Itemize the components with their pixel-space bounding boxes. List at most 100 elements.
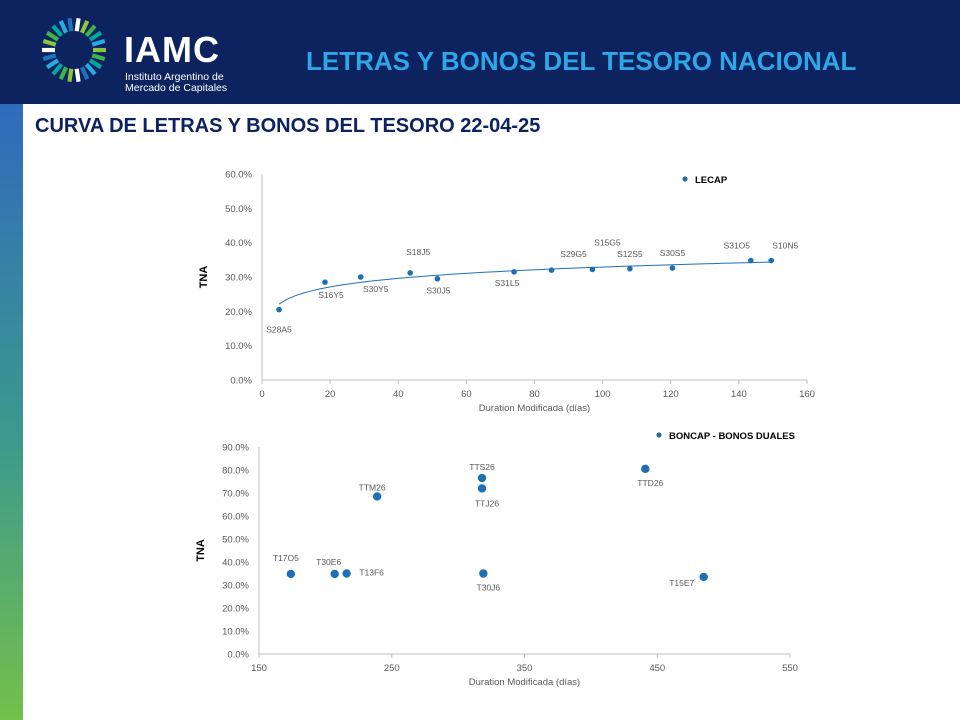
- lecap-chart: 0.0% 10.0% 20.0% 30.0% 40.0% 50.0% 60.0% 0 20 40 6…: [198, 170, 815, 415]
- x-tick-label: 0: [259, 389, 264, 400]
- logo-ray: [58, 66, 69, 80]
- logo-ray: [58, 20, 69, 34]
- y-axis-title: TNA: [198, 266, 210, 289]
- x-tick-label: 350: [517, 663, 533, 674]
- data-point: [434, 275, 441, 282]
- data-point: [669, 265, 676, 271]
- data-point: [641, 464, 650, 474]
- data-label: T30J6: [477, 583, 501, 593]
- x-tick-label: 160: [799, 389, 815, 400]
- x-tick-label: 150: [251, 663, 267, 674]
- data-label: S10N5: [772, 241, 798, 251]
- logo-ray: [91, 53, 106, 62]
- data-label: TTM26: [359, 482, 386, 492]
- logo-ray: [91, 38, 106, 47]
- page-title: CURVA DE LETRAS Y BONOS DEL TESORO 22-04…: [35, 115, 541, 137]
- legend-marker: [682, 176, 688, 182]
- data-point: [276, 306, 282, 313]
- brand-subtitle-line2: Mercado de Capitales: [125, 82, 228, 94]
- logo-ray: [88, 30, 103, 42]
- y-tick-label: 40.0%: [225, 238, 252, 249]
- legend-marker: [656, 432, 662, 438]
- data-point: [627, 265, 633, 272]
- y-tick-label: 70.0%: [222, 489, 249, 500]
- y-axis-title: TNA: [195, 539, 207, 562]
- boncap-chart: 0.0% 10.0% 20.0% 30.0% 40.0% 50.0% 60.0% 70.0% 8…: [195, 431, 798, 688]
- x-tick-label: 100: [595, 389, 611, 400]
- data-point: [511, 269, 517, 275]
- data-label: S18J5: [406, 247, 430, 257]
- data-point: [322, 279, 328, 285]
- data-point: [407, 270, 413, 276]
- y-tick-label: 30.0%: [222, 581, 249, 592]
- data-label: S30J5: [426, 286, 450, 296]
- header-band: [0, 0, 960, 104]
- y-tick-label: 0.0%: [230, 376, 252, 387]
- data-point: [479, 569, 488, 578]
- y-tick-label: 40.0%: [222, 558, 249, 569]
- y-tick-label: 90.0%: [222, 443, 249, 454]
- y-tick-label: 50.0%: [222, 535, 249, 546]
- logo-ray: [51, 62, 64, 76]
- side-gradient-bar: [0, 104, 23, 720]
- logo-ray: [88, 58, 103, 70]
- data-label: T15E7: [669, 578, 694, 588]
- x-tick-label: 140: [731, 389, 747, 400]
- x-tick-label: 40: [393, 389, 404, 400]
- logo-ray: [79, 66, 90, 80]
- data-label: S31L5: [495, 278, 520, 288]
- data-label: S15G5: [594, 237, 621, 247]
- y-tick-label: 10.0%: [225, 341, 252, 352]
- data-label: T17O5: [273, 553, 299, 563]
- logo-ray: [67, 68, 74, 82]
- data-point: [477, 473, 487, 483]
- data-label: T30E6: [316, 557, 341, 567]
- y-tick-label: 20.0%: [225, 307, 252, 318]
- logo-ray: [42, 38, 57, 47]
- x-tick-label: 80: [529, 389, 540, 400]
- data-point: [768, 257, 775, 264]
- data-point: [372, 492, 382, 501]
- data-point: [286, 569, 296, 579]
- y-tick-label: 10.0%: [222, 627, 249, 638]
- x-tick-label: 250: [384, 663, 400, 674]
- data-label: TTJ26: [475, 498, 499, 508]
- logo-ray: [45, 30, 60, 42]
- data-label: S16Y5: [318, 290, 344, 300]
- data-point: [330, 569, 339, 579]
- x-axis-title: Duration Modificada (días): [469, 677, 580, 688]
- y-tick-label: 30.0%: [225, 273, 252, 284]
- iamc-logo-icon: [42, 18, 106, 82]
- y-tick-label: 60.0%: [222, 512, 249, 523]
- brand-subtitle-line1: Instituto Argentino de: [125, 71, 224, 83]
- trendline: [278, 261, 772, 305]
- data-point: [548, 267, 555, 273]
- logo-ray: [84, 24, 97, 38]
- data-label: S29G5: [560, 249, 587, 259]
- x-tick-label: 20: [325, 389, 336, 400]
- y-tick-label: 20.0%: [222, 604, 249, 615]
- data-label: TTD26: [637, 478, 663, 488]
- y-tick-label: 0.0%: [227, 650, 249, 661]
- data-label: S30Y5: [363, 284, 389, 294]
- y-tick-label: 60.0%: [225, 170, 252, 181]
- data-point: [699, 572, 708, 582]
- data-label: TTS26: [469, 462, 495, 472]
- x-tick-label: 550: [782, 663, 798, 674]
- x-tick-label: 60: [461, 389, 472, 400]
- logo-ray: [67, 18, 74, 32]
- data-point: [342, 569, 351, 578]
- x-tick-label: 120: [663, 389, 679, 400]
- data-point: [747, 257, 754, 264]
- logo-ray: [84, 62, 97, 76]
- logo-ray: [42, 53, 57, 62]
- logo-ray: [51, 24, 64, 38]
- data-point: [357, 274, 364, 280]
- data-label: T13F6: [359, 568, 384, 578]
- y-tick-label: 80.0%: [222, 466, 249, 477]
- brand-name: IAMC: [124, 29, 220, 70]
- x-axis-title: Duration Modificada (días): [479, 403, 590, 414]
- data-label: S28A5: [266, 325, 292, 335]
- legend-label: BONCAP - BONOS DUALES: [669, 431, 795, 442]
- x-tick-label: 450: [649, 663, 665, 674]
